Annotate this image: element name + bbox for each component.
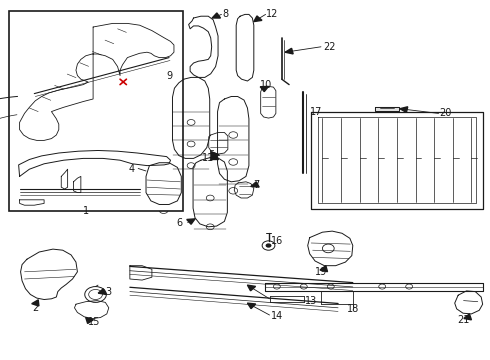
Text: 15: 15 bbox=[88, 317, 101, 327]
Polygon shape bbox=[464, 314, 471, 320]
Polygon shape bbox=[187, 219, 195, 224]
Text: 16: 16 bbox=[270, 236, 283, 246]
Polygon shape bbox=[61, 169, 68, 189]
Polygon shape bbox=[251, 182, 259, 187]
Text: 18: 18 bbox=[346, 304, 359, 314]
Text: 8: 8 bbox=[222, 9, 228, 19]
Polygon shape bbox=[320, 266, 327, 272]
Polygon shape bbox=[247, 303, 256, 309]
Text: 11: 11 bbox=[202, 153, 215, 163]
Polygon shape bbox=[138, 166, 146, 171]
Text: 3: 3 bbox=[106, 287, 112, 297]
Polygon shape bbox=[20, 23, 174, 140]
Polygon shape bbox=[260, 86, 269, 92]
Text: 20: 20 bbox=[440, 108, 452, 118]
Polygon shape bbox=[86, 318, 94, 324]
Text: 12: 12 bbox=[266, 9, 278, 19]
Text: 1: 1 bbox=[83, 206, 89, 216]
Circle shape bbox=[266, 243, 271, 248]
Bar bbox=[9, 11, 183, 211]
Polygon shape bbox=[32, 300, 39, 306]
Text: 9: 9 bbox=[166, 71, 172, 81]
Polygon shape bbox=[98, 289, 106, 294]
Polygon shape bbox=[212, 13, 220, 18]
Polygon shape bbox=[375, 107, 399, 111]
Text: 14: 14 bbox=[270, 311, 283, 321]
Text: 10: 10 bbox=[260, 80, 272, 90]
Text: 13: 13 bbox=[305, 296, 318, 306]
Text: 17: 17 bbox=[310, 107, 322, 117]
Polygon shape bbox=[211, 154, 219, 159]
Text: 6: 6 bbox=[177, 218, 183, 228]
Polygon shape bbox=[20, 200, 44, 205]
Text: 22: 22 bbox=[323, 42, 336, 52]
Text: 7: 7 bbox=[254, 180, 260, 190]
Polygon shape bbox=[285, 48, 293, 54]
Polygon shape bbox=[74, 176, 81, 193]
Polygon shape bbox=[247, 285, 256, 291]
Polygon shape bbox=[400, 107, 408, 112]
Polygon shape bbox=[254, 16, 262, 22]
Text: 2: 2 bbox=[32, 303, 38, 313]
Polygon shape bbox=[19, 150, 171, 176]
Text: 5: 5 bbox=[208, 150, 214, 160]
Text: 4: 4 bbox=[128, 164, 134, 174]
Text: 21: 21 bbox=[457, 315, 469, 325]
Text: 19: 19 bbox=[315, 267, 327, 277]
Polygon shape bbox=[212, 152, 219, 158]
